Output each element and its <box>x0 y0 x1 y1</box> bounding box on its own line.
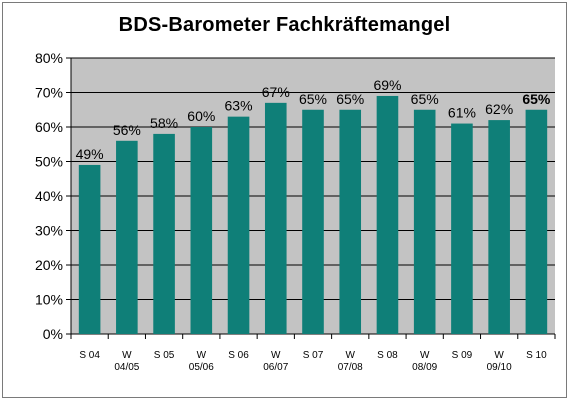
bar <box>451 123 473 334</box>
data-label: 65% <box>522 91 551 107</box>
x-tick-label: S 05 <box>154 350 175 361</box>
y-tick-label: 10% <box>35 292 63 308</box>
data-label: 62% <box>485 101 513 117</box>
data-label: 60% <box>187 108 215 124</box>
data-label: 58% <box>150 115 178 131</box>
data-label: 49% <box>76 146 104 162</box>
x-tick-label: W 08/09 <box>412 350 437 373</box>
x-tick-label: S 10 <box>526 350 547 361</box>
y-tick-label: 80% <box>35 50 63 66</box>
x-tick-label: W 05/06 <box>189 350 214 373</box>
bar <box>153 133 175 334</box>
x-tick-label: S 08 <box>377 350 398 361</box>
y-tick-label: 0% <box>43 326 63 342</box>
x-tick-label: S 04 <box>79 350 100 361</box>
chart-title: BDS-Barometer Fachkräftemangel <box>118 14 451 36</box>
bar <box>339 109 362 334</box>
data-label: 65% <box>299 91 327 107</box>
data-label: 69% <box>373 77 401 93</box>
y-tick-label: 30% <box>35 223 63 239</box>
data-label: 65% <box>336 91 364 107</box>
bar <box>264 102 287 334</box>
bar <box>525 109 548 334</box>
bar <box>116 140 138 334</box>
data-label: 65% <box>411 91 439 107</box>
data-label: 56% <box>113 122 141 138</box>
x-tick-label: W 09/10 <box>487 350 512 373</box>
data-label: 67% <box>262 84 290 100</box>
bar <box>302 109 324 334</box>
y-tick-label: 20% <box>35 257 63 273</box>
bar <box>488 120 510 334</box>
x-tick-label: S 06 <box>228 350 249 361</box>
bar <box>413 109 436 334</box>
data-label: 63% <box>225 98 253 114</box>
y-tick-label: 60% <box>35 119 63 135</box>
bar <box>78 164 101 334</box>
y-tick-label: 50% <box>35 154 63 170</box>
x-tick-label: W 04/05 <box>114 350 139 373</box>
bar <box>376 95 399 334</box>
x-tick-label: S 09 <box>452 350 473 361</box>
data-label: 61% <box>448 105 476 121</box>
y-tick-label: 70% <box>35 85 63 101</box>
y-tick-label: 40% <box>35 188 63 204</box>
x-tick-label: W 06/07 <box>263 350 288 373</box>
bar <box>190 127 213 334</box>
x-tick-label: S 07 <box>303 350 324 361</box>
x-tick-label: W 07/08 <box>338 350 363 373</box>
bar <box>227 116 250 335</box>
